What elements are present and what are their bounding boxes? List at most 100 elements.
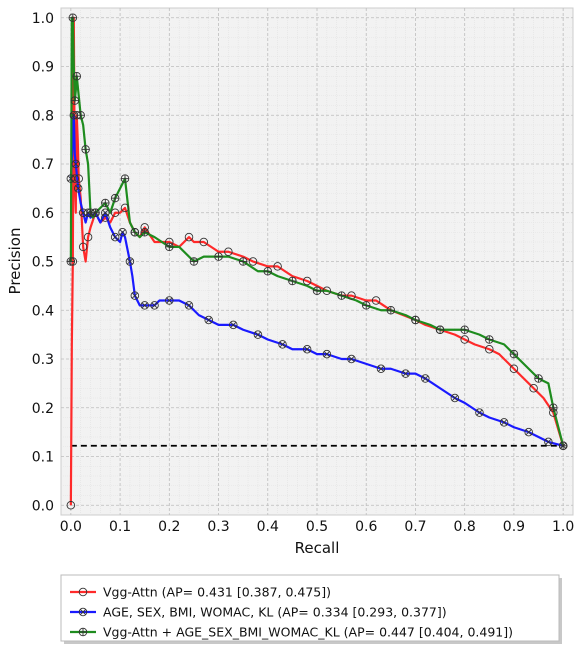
series-1-point xyxy=(347,291,356,300)
y-tick-label: 0.5 xyxy=(32,255,54,271)
x-axis-label: Recall xyxy=(295,539,340,557)
series-2-point xyxy=(229,320,238,330)
series-2-point xyxy=(165,296,174,305)
legend-marker xyxy=(78,587,88,597)
series-3-point xyxy=(70,96,80,105)
x-tick-label: 0.5 xyxy=(306,519,328,535)
series-2-point xyxy=(140,301,149,310)
series-3-point xyxy=(238,257,248,266)
legend-label: Vgg-Attn + AGE_SEX_BMI_WOMAC_KL (AP= 0.4… xyxy=(103,625,513,640)
x-tick-label: 0.2 xyxy=(158,519,180,535)
series-3-point xyxy=(120,174,130,183)
series-2-point xyxy=(421,374,430,383)
x-tick-label: 0.4 xyxy=(257,519,279,535)
series-2-point xyxy=(110,232,120,242)
series-1-point xyxy=(101,213,110,222)
series-2-point xyxy=(204,315,213,325)
series-1-point xyxy=(66,501,76,510)
x-tick-label: 0.7 xyxy=(404,519,426,535)
series-3-point xyxy=(189,257,199,266)
series-3-point xyxy=(214,252,223,261)
major-grid xyxy=(61,8,573,515)
series-2-point xyxy=(524,427,533,437)
series-1-point xyxy=(302,276,312,286)
series-3-point xyxy=(485,335,494,344)
series-1-point xyxy=(224,247,233,256)
series-1-point xyxy=(322,286,332,296)
series-3-point xyxy=(101,198,110,208)
series-2-point xyxy=(66,174,76,183)
series-2-point xyxy=(401,369,410,378)
series-3-point xyxy=(312,286,322,296)
series-1-point xyxy=(273,262,282,271)
series-3-point xyxy=(263,267,273,276)
x-tick-labels: 0.0 0.1 0.2 0.3 0.4 0.5 0.6 0.7 0.8 0.9 1.0 xyxy=(60,519,575,535)
series-3-point xyxy=(386,306,396,315)
series-2-point xyxy=(71,159,81,169)
x-tick-label: 0.6 xyxy=(355,519,377,535)
series-3-point xyxy=(68,13,78,22)
series-1-point xyxy=(485,345,494,354)
x-tick-label: 0.3 xyxy=(207,519,229,535)
series-2-point xyxy=(253,330,263,339)
y-tick-label: 0.7 xyxy=(32,157,54,173)
y-tick-label: 0.3 xyxy=(32,352,54,368)
series-2-point xyxy=(118,227,127,237)
legend-entry-2: AGE, SEX, BMI, WOMAC, KL (AP= 0.334 [0.2… xyxy=(70,605,447,620)
legend: Vgg-Attn (AP= 0.431 [0.387, 0.475]) AGE, … xyxy=(60,574,562,644)
series-3-point xyxy=(460,325,469,335)
x-tick-label: 1.0 xyxy=(552,519,574,535)
x-tick-label: 0.0 xyxy=(60,519,82,535)
series-2-point xyxy=(184,301,194,310)
series-2-point xyxy=(499,418,509,427)
series-1-point xyxy=(460,335,469,344)
y-tick-label: 0.8 xyxy=(32,108,54,124)
legend-label: AGE, SEX, BMI, WOMAC, KL (AP= 0.334 [0.2… xyxy=(103,605,447,620)
series-3-point xyxy=(288,276,297,286)
series-3-point xyxy=(337,291,346,300)
series-2-point xyxy=(101,208,110,217)
series-2-point xyxy=(347,354,356,364)
series-3-point xyxy=(81,145,90,154)
series-line-1 xyxy=(69,16,565,506)
series-3-point xyxy=(361,301,371,310)
series-1-point xyxy=(120,203,130,213)
y-tick-label: 0.9 xyxy=(32,60,54,76)
y-tick-label: 0.4 xyxy=(32,303,54,319)
series-1-point xyxy=(184,232,194,242)
series-3-point xyxy=(411,315,420,325)
x-tick-label: 0.1 xyxy=(109,519,131,535)
series-2-point xyxy=(450,393,460,403)
x-tick-label: 0.8 xyxy=(454,519,476,535)
series-3-point xyxy=(76,110,85,120)
series-2-point xyxy=(125,257,135,266)
legend-marker xyxy=(78,627,88,637)
series-1-point xyxy=(83,232,93,242)
series-3-point xyxy=(66,257,76,266)
series-2-point xyxy=(150,301,159,310)
y-axis-label: Precision xyxy=(6,228,24,295)
y-tick-label: 0.1 xyxy=(32,450,54,466)
legend-entry-1: Vgg-Attn (AP= 0.431 [0.387, 0.475]) xyxy=(70,585,331,600)
series-3-point xyxy=(165,242,174,252)
series-2-point xyxy=(544,437,553,447)
series-2-point xyxy=(302,345,312,354)
series-3-point xyxy=(509,349,519,359)
y-tick-label: 1.0 xyxy=(32,11,54,27)
legend-box xyxy=(60,574,560,642)
series-1-point xyxy=(248,257,258,266)
series-3-point xyxy=(91,208,100,217)
series-2-point xyxy=(130,291,140,300)
series-3-point xyxy=(549,403,558,413)
series-2-point xyxy=(278,340,287,349)
series-2-point xyxy=(322,349,332,359)
series-3-point xyxy=(72,71,82,81)
legend-entry-3: Vgg-Attn + AGE_SEX_BMI_WOMAC_KL (AP= 0.4… xyxy=(70,625,513,640)
y-tick-labels: 0.0 0.1 0.2 0.3 0.4 0.5 0.6 0.7 0.8 0.9 1.0 xyxy=(32,11,54,515)
series-2-point xyxy=(475,408,484,417)
series-markers xyxy=(66,13,568,510)
series-1-point xyxy=(199,237,209,247)
series-1-point xyxy=(509,364,519,374)
series-2-point xyxy=(73,184,83,193)
